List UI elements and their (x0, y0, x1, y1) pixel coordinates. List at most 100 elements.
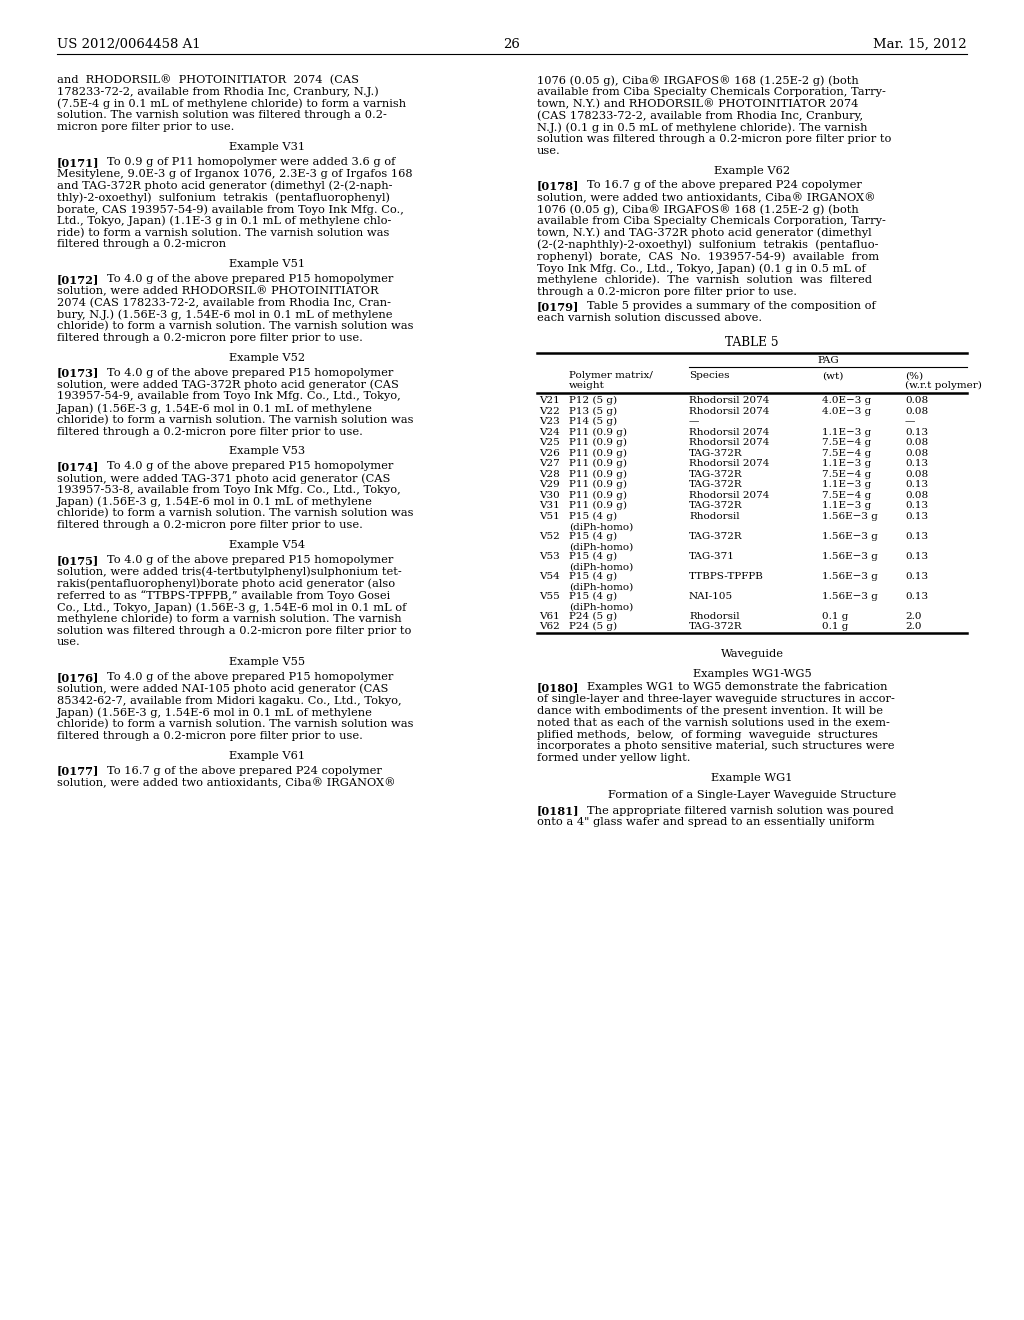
Text: incorporates a photo sensitive material, such structures were: incorporates a photo sensitive material,… (537, 742, 895, 751)
Text: Example V61: Example V61 (229, 751, 305, 760)
Text: Japan) (1.56E-3 g, 1.54E-6 mol in 0.1 mL of methylene: Japan) (1.56E-3 g, 1.54E-6 mol in 0.1 mL… (57, 403, 373, 413)
Text: and TAG-372R photo acid generator (dimethyl (2-(2-naph-: and TAG-372R photo acid generator (dimet… (57, 181, 392, 191)
Text: 1.1E−3 g: 1.1E−3 g (822, 480, 871, 490)
Text: V28: V28 (539, 470, 560, 479)
Text: 4.0E−3 g: 4.0E−3 g (822, 407, 871, 416)
Text: P15 (4 g): P15 (4 g) (569, 572, 617, 581)
Text: To 4.0 g of the above prepared P15 homopolymer: To 4.0 g of the above prepared P15 homop… (106, 554, 393, 565)
Text: PAG: PAG (817, 356, 839, 364)
Text: 0.13: 0.13 (905, 591, 928, 601)
Text: Rhodorsil 2074: Rhodorsil 2074 (689, 491, 769, 500)
Text: 0.13: 0.13 (905, 572, 928, 581)
Text: (CAS 178233-72-2, available from Rhodia Inc, Cranbury,: (CAS 178233-72-2, available from Rhodia … (537, 111, 863, 121)
Text: 0.08: 0.08 (905, 449, 928, 458)
Text: borate, CAS 193957-54-9) available from Toyo Ink Mfg. Co.,: borate, CAS 193957-54-9) available from … (57, 205, 403, 215)
Text: 4.0E−3 g: 4.0E−3 g (822, 396, 871, 405)
Text: (diPh-homo): (diPh-homo) (569, 562, 633, 572)
Text: town, N.Y.) and TAG-372R photo acid generator (dimethyl: town, N.Y.) and TAG-372R photo acid gene… (537, 227, 871, 238)
Text: Rhodorsil 2074: Rhodorsil 2074 (689, 428, 769, 437)
Text: chloride) to form a varnish solution. The varnish solution was: chloride) to form a varnish solution. Th… (57, 719, 414, 730)
Text: Example V31: Example V31 (229, 143, 305, 152)
Text: [0176]: [0176] (57, 672, 99, 682)
Text: Example V55: Example V55 (229, 657, 305, 667)
Text: 0.08: 0.08 (905, 491, 928, 500)
Text: To 16.7 g of the above prepared P24 copolymer: To 16.7 g of the above prepared P24 copo… (587, 181, 862, 190)
Text: formed under yellow light.: formed under yellow light. (537, 754, 690, 763)
Text: solution, were added two antioxidants, Ciba® IRGANOX®: solution, were added two antioxidants, C… (537, 193, 876, 203)
Text: ride) to form a varnish solution. The varnish solution was: ride) to form a varnish solution. The va… (57, 227, 389, 238)
Text: P14 (5 g): P14 (5 g) (569, 417, 617, 426)
Text: 1.1E−3 g: 1.1E−3 g (822, 459, 871, 469)
Text: P11 (0.9 g): P11 (0.9 g) (569, 459, 627, 469)
Text: 7.5E−4 g: 7.5E−4 g (822, 491, 871, 500)
Text: To 4.0 g of the above prepared P15 homopolymer: To 4.0 g of the above prepared P15 homop… (106, 367, 393, 378)
Text: P24 (5 g): P24 (5 g) (569, 611, 617, 620)
Text: US 2012/0064458 A1: US 2012/0064458 A1 (57, 38, 201, 51)
Text: 85342-62-7, available from Midori kagaku. Co., Ltd., Tokyo,: 85342-62-7, available from Midori kagaku… (57, 696, 401, 706)
Text: (2-(2-naphthly)-2-oxoethyl)  sulfonium  tetrakis  (pentafluo-: (2-(2-naphthly)-2-oxoethyl) sulfonium te… (537, 239, 879, 249)
Text: weight: weight (569, 380, 605, 389)
Text: P11 (0.9 g): P11 (0.9 g) (569, 502, 627, 511)
Text: [0178]: [0178] (537, 181, 580, 191)
Text: bury, N.J.) (1.56E-3 g, 1.54E-6 mol in 0.1 mL of methylene: bury, N.J.) (1.56E-3 g, 1.54E-6 mol in 0… (57, 309, 392, 319)
Text: Rhodorsil 2074: Rhodorsil 2074 (689, 459, 769, 469)
Text: To 0.9 g of P11 homopolymer were added 3.6 g of: To 0.9 g of P11 homopolymer were added 3… (106, 157, 395, 166)
Text: V23: V23 (539, 417, 560, 426)
Text: 0.1 g: 0.1 g (822, 611, 848, 620)
Text: filtered through a 0.2-micron pore filter prior to use.: filtered through a 0.2-micron pore filte… (57, 333, 362, 343)
Text: V61: V61 (539, 611, 560, 620)
Text: chloride) to form a varnish solution. The varnish solution was: chloride) to form a varnish solution. Th… (57, 508, 414, 519)
Text: —: — (905, 417, 915, 426)
Text: V62: V62 (539, 622, 560, 631)
Text: methylene chloride) to form a varnish solution. The varnish: methylene chloride) to form a varnish so… (57, 614, 401, 624)
Text: V27: V27 (539, 459, 560, 469)
Text: To 4.0 g of the above prepared P15 homopolymer: To 4.0 g of the above prepared P15 homop… (106, 461, 393, 471)
Text: V24: V24 (539, 428, 560, 437)
Text: P11 (0.9 g): P11 (0.9 g) (569, 491, 627, 500)
Text: Formation of a Single-Layer Waveguide Structure: Formation of a Single-Layer Waveguide St… (608, 789, 896, 800)
Text: referred to as “TTBPS-TPFPB,” available from Toyo Gosei: referred to as “TTBPS-TPFPB,” available … (57, 590, 390, 601)
Text: Rhodorsil: Rhodorsil (689, 512, 739, 521)
Text: Table 5 provides a summary of the composition of: Table 5 provides a summary of the compos… (587, 301, 876, 312)
Text: Rhodorsil 2074: Rhodorsil 2074 (689, 407, 769, 416)
Text: 1.56E−3 g: 1.56E−3 g (822, 572, 878, 581)
Text: Ltd., Tokyo, Japan) (1.1E-3 g in 0.1 mL of methylene chlo-: Ltd., Tokyo, Japan) (1.1E-3 g in 0.1 mL … (57, 215, 391, 226)
Text: 0.13: 0.13 (905, 512, 928, 521)
Text: V53: V53 (539, 552, 560, 561)
Text: filtered through a 0.2-micron pore filter prior to use.: filtered through a 0.2-micron pore filte… (57, 426, 362, 437)
Text: 0.08: 0.08 (905, 438, 928, 447)
Text: Toyo Ink Mfg. Co., Ltd., Tokyo, Japan) (0.1 g in 0.5 mL of: Toyo Ink Mfg. Co., Ltd., Tokyo, Japan) (… (537, 263, 865, 273)
Text: V51: V51 (539, 512, 560, 521)
Text: 7.5E−4 g: 7.5E−4 g (822, 449, 871, 458)
Text: filtered through a 0.2-micron pore filter prior to use.: filtered through a 0.2-micron pore filte… (57, 731, 362, 741)
Text: P11 (0.9 g): P11 (0.9 g) (569, 480, 627, 490)
Text: Rhodorsil: Rhodorsil (689, 611, 739, 620)
Text: To 4.0 g of the above prepared P15 homopolymer: To 4.0 g of the above prepared P15 homop… (106, 275, 393, 284)
Text: 193957-54-9, available from Toyo Ink Mfg. Co., Ltd., Tokyo,: 193957-54-9, available from Toyo Ink Mfg… (57, 391, 400, 401)
Text: [0175]: [0175] (57, 554, 99, 566)
Text: solution, were added TAG-371 photo acid generator (CAS: solution, were added TAG-371 photo acid … (57, 473, 390, 483)
Text: plified methods,  below,  of forming  waveguide  structures: plified methods, below, of forming waveg… (537, 730, 878, 739)
Text: filtered through a 0.2-micron: filtered through a 0.2-micron (57, 239, 226, 249)
Text: V52: V52 (539, 532, 560, 541)
Text: (diPh-homo): (diPh-homo) (569, 523, 633, 532)
Text: solution was filtered through a 0.2-micron pore filter prior to: solution was filtered through a 0.2-micr… (57, 626, 412, 636)
Text: P11 (0.9 g): P11 (0.9 g) (569, 449, 627, 458)
Text: Rhodorsil 2074: Rhodorsil 2074 (689, 438, 769, 447)
Text: Polymer matrix/: Polymer matrix/ (569, 371, 653, 380)
Text: 0.08: 0.08 (905, 396, 928, 405)
Text: P15 (4 g): P15 (4 g) (569, 512, 617, 521)
Text: 1.1E−3 g: 1.1E−3 g (822, 428, 871, 437)
Text: Example V51: Example V51 (229, 259, 305, 269)
Text: through a 0.2-micron pore filter prior to use.: through a 0.2-micron pore filter prior t… (537, 286, 797, 297)
Text: NAI-105: NAI-105 (689, 591, 733, 601)
Text: [0180]: [0180] (537, 682, 580, 693)
Text: Example V52: Example V52 (229, 352, 305, 363)
Text: 178233-72-2, available from Rhodia Inc, Cranbury, N.J.): 178233-72-2, available from Rhodia Inc, … (57, 87, 379, 98)
Text: solution, were added tris(4-tertbutylphenyl)sulphonium tet-: solution, were added tris(4-tertbutylphe… (57, 566, 401, 577)
Text: P15 (4 g): P15 (4 g) (569, 591, 617, 601)
Text: TAG-371: TAG-371 (689, 552, 735, 561)
Text: TAG-372R: TAG-372R (689, 532, 742, 541)
Text: and  RHODORSIL®  PHOTOINITIATOR  2074  (CAS: and RHODORSIL® PHOTOINITIATOR 2074 (CAS (57, 75, 359, 86)
Text: (wt): (wt) (822, 371, 844, 380)
